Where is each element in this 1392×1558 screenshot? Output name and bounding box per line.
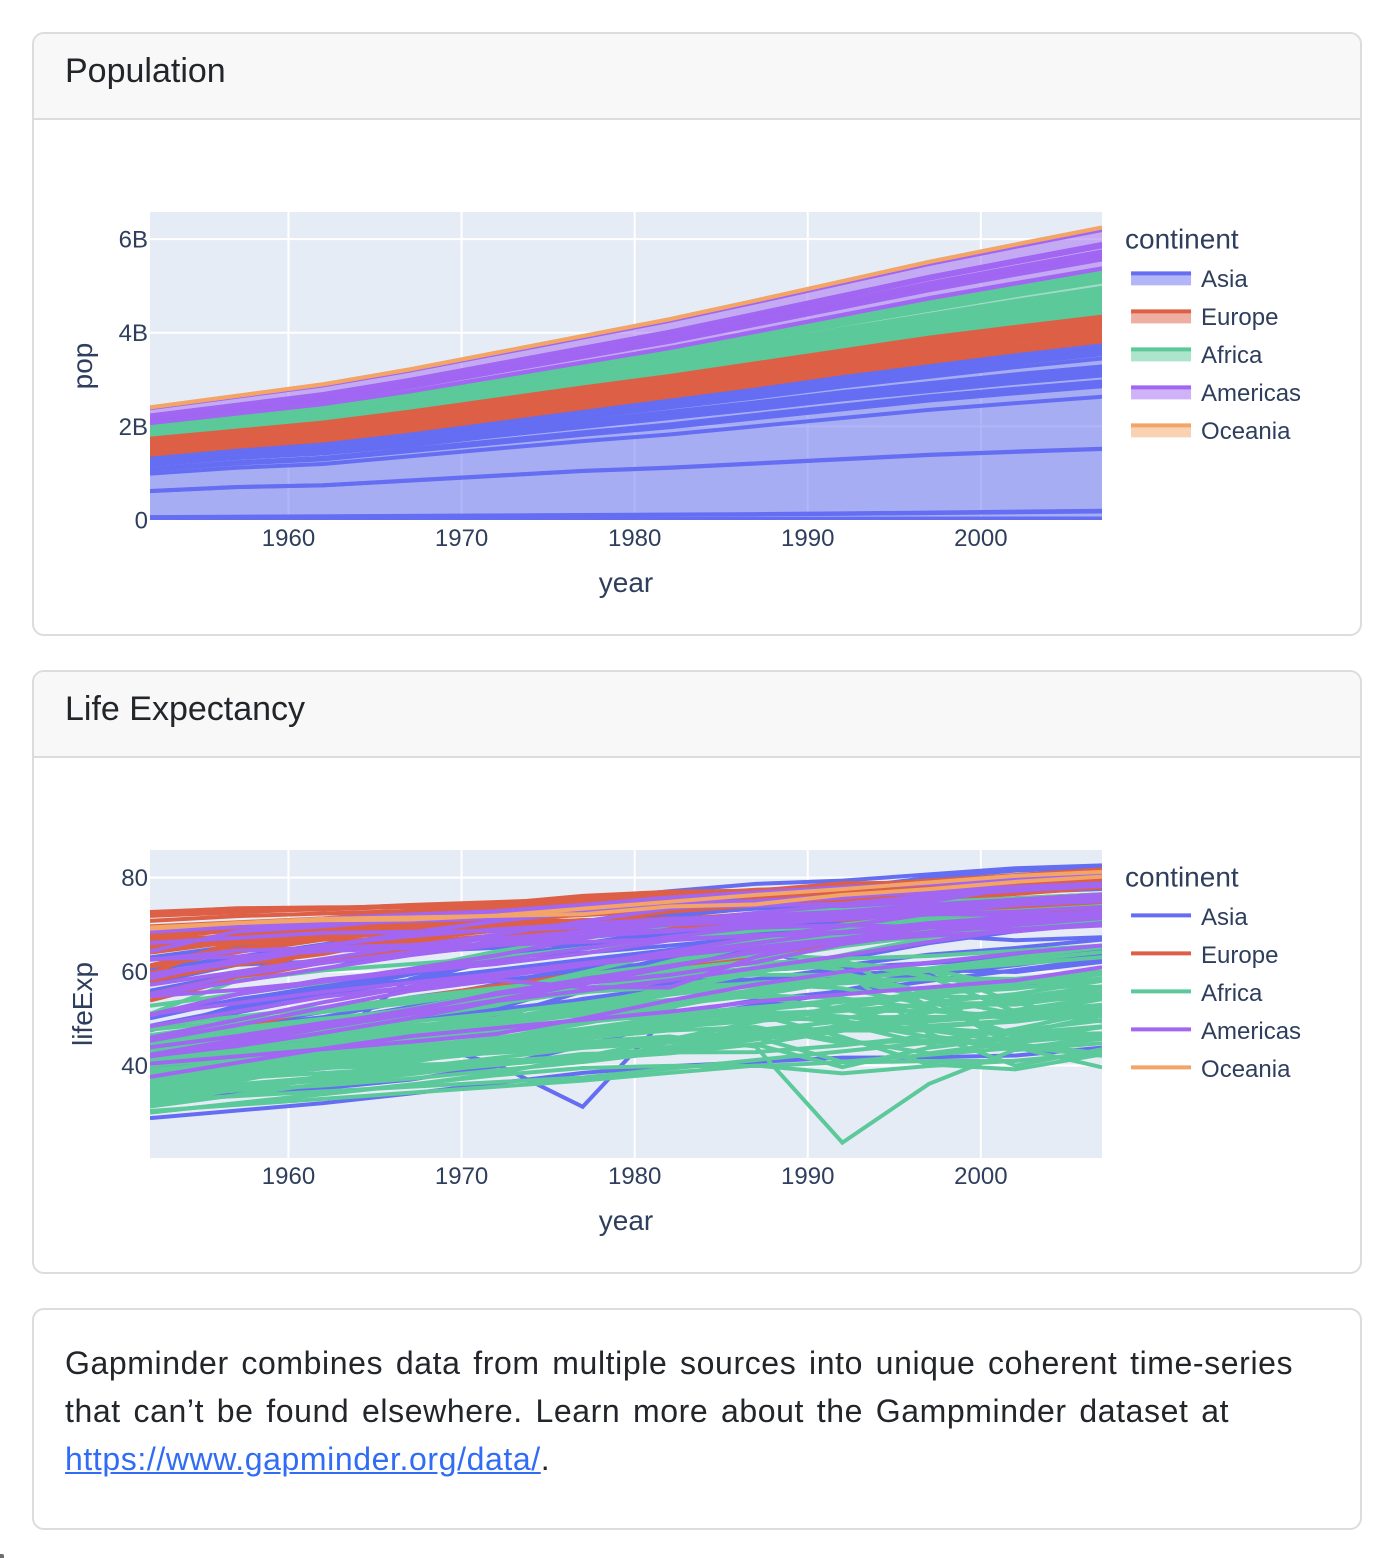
svg-text:Africa: Africa [1200, 341, 1262, 368]
svg-text:1990: 1990 [780, 524, 833, 551]
svg-text:1970: 1970 [434, 1162, 487, 1189]
svg-text:Americas: Americas [1200, 379, 1300, 406]
svg-text:2000: 2000 [953, 1162, 1006, 1189]
svg-text:continent: continent [1124, 860, 1238, 891]
svg-text:Europe: Europe [1200, 303, 1277, 330]
svg-text:6B: 6B [118, 226, 147, 253]
svg-text:1980: 1980 [607, 1162, 660, 1189]
svg-text:Oceania: Oceania [1200, 417, 1290, 444]
svg-text:2000: 2000 [953, 524, 1006, 551]
svg-text:1970: 1970 [434, 524, 487, 551]
svg-text:2B: 2B [118, 413, 147, 440]
svg-text:Oceania: Oceania [1200, 1055, 1290, 1082]
svg-text:Americas: Americas [1200, 1017, 1300, 1044]
svg-text:pop: pop [66, 342, 97, 389]
svg-text:continent: continent [1124, 222, 1238, 253]
svg-text:Asia: Asia [1200, 903, 1247, 930]
svg-text:Asia: Asia [1200, 265, 1247, 292]
svg-text:40: 40 [120, 1052, 147, 1079]
svg-text:lifeExp: lifeExp [66, 961, 97, 1045]
svg-text:4B: 4B [118, 319, 147, 346]
svg-text:1960: 1960 [261, 1162, 314, 1189]
svg-text:80: 80 [120, 864, 147, 891]
svg-text:0: 0 [134, 506, 147, 533]
svg-text:60: 60 [120, 958, 147, 985]
svg-text:year: year [598, 1204, 652, 1235]
svg-text:1960: 1960 [261, 524, 314, 551]
svg-text:Africa: Africa [1200, 979, 1262, 1006]
svg-text:1980: 1980 [607, 524, 660, 551]
svg-text:year: year [598, 566, 652, 597]
svg-text:1990: 1990 [780, 1162, 833, 1189]
svg-text:Europe: Europe [1200, 941, 1277, 968]
